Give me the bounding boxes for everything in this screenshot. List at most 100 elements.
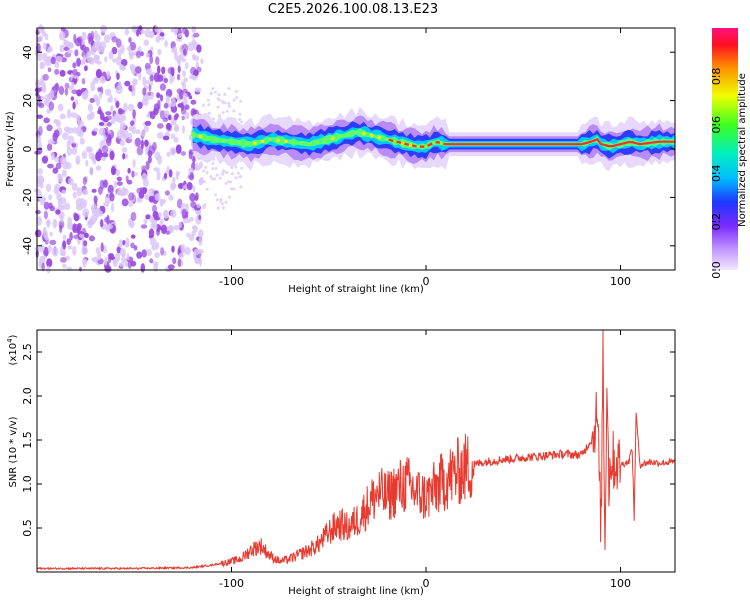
noise-blob [108, 255, 116, 260]
noise-blob [159, 110, 166, 120]
noise-speckle [218, 176, 222, 180]
noise-blob [175, 144, 182, 154]
noise-blob [37, 168, 43, 175]
noise-blob [167, 264, 175, 270]
noise-blob [145, 52, 150, 58]
noise-speckle [234, 165, 238, 169]
noise-blob [49, 231, 53, 237]
noise-blob [88, 50, 92, 57]
noise-blob [185, 203, 189, 212]
noise-speckle [224, 200, 228, 204]
noise-blob [74, 98, 79, 106]
noise-blob [148, 31, 155, 39]
noise-blob [115, 100, 120, 109]
noise-blob [164, 190, 170, 196]
noise-blob [90, 203, 98, 213]
noise-blob [53, 186, 59, 195]
noise-blob [41, 155, 49, 164]
noise-blob [178, 253, 185, 259]
noise-blob [184, 104, 190, 110]
noise-blob [190, 118, 194, 126]
noise-speckle [228, 195, 231, 199]
noise-blob [45, 218, 51, 227]
noise-blob [72, 101, 76, 110]
noise-blob [67, 135, 75, 145]
noise-blob [49, 239, 57, 246]
noise-blob [59, 113, 66, 120]
noise-blob [59, 44, 65, 53]
noise-blob [52, 132, 58, 142]
colorbar-tick-label: 0.6 [710, 116, 723, 134]
ridge-peak [416, 144, 421, 149]
y-tick-label: 2.0 [21, 387, 34, 405]
noise-blob [156, 74, 164, 82]
noise-blob [83, 55, 86, 65]
noise-blob [190, 99, 197, 105]
noise-blob [79, 137, 85, 145]
noise-speckle [225, 171, 229, 175]
noise-blob [39, 183, 44, 189]
noise-blob [130, 211, 137, 222]
noise-blob [71, 183, 78, 192]
noise-blob [46, 258, 53, 268]
noise-blob [159, 83, 166, 91]
noise-blob [180, 203, 187, 208]
y-tick-label: 20 [21, 94, 34, 108]
noise-blob [66, 108, 72, 119]
y-tick-label: 2.5 [21, 343, 34, 361]
noise-blob [98, 210, 104, 217]
noise-blob [130, 234, 136, 239]
noise-blob [97, 109, 103, 115]
noise-speckle [234, 176, 238, 180]
noise-blob [193, 248, 199, 256]
noise-blob [75, 155, 81, 165]
noise-blob [119, 64, 125, 71]
noise-blob [42, 73, 49, 81]
noise-blob [102, 145, 109, 154]
noise-blob [72, 191, 77, 199]
noise-blob [136, 29, 140, 37]
noise-blob [169, 147, 177, 156]
noise-speckle [223, 101, 227, 105]
noise-blob [76, 114, 81, 122]
noise-blob [89, 111, 95, 120]
noise-blob [163, 209, 169, 219]
noise-blob [134, 172, 138, 176]
noise-blob [62, 240, 67, 250]
ridge-peak [206, 136, 210, 141]
noise-blob [113, 180, 117, 189]
noise-blob [144, 194, 151, 200]
noise-blob [146, 68, 153, 76]
noise-blob [140, 224, 148, 229]
x-tick-label: 100 [610, 275, 631, 288]
noise-blob [37, 52, 43, 62]
noise-blob [168, 194, 174, 201]
noise-speckle [230, 172, 234, 176]
noise-blob [95, 165, 102, 171]
noise-blob [43, 117, 50, 124]
noise-blob [70, 96, 75, 101]
noise-blob [73, 215, 80, 221]
noise-speckle [214, 167, 218, 170]
noise-blob [36, 114, 43, 119]
noise-blob [196, 66, 202, 73]
noise-blob [71, 146, 78, 155]
noise-blob [146, 248, 152, 257]
noise-blob [163, 77, 169, 84]
noise-blob [88, 235, 95, 242]
noise-blob [60, 257, 67, 263]
noise-blob [134, 137, 141, 147]
noise-blob [154, 151, 161, 160]
noise-blob [105, 134, 112, 144]
noise-speckle [202, 180, 206, 184]
noise-blob [62, 247, 66, 257]
noise-blob [63, 126, 70, 133]
noise-speckle [215, 198, 219, 202]
noise-blob [46, 143, 53, 151]
noise-blob [149, 74, 154, 83]
noise-blob [194, 87, 202, 93]
heatmap-y-label: Frequency (Hz) [5, 111, 16, 187]
noise-speckle [202, 103, 205, 107]
noise-speckle [205, 187, 209, 191]
noise-blob [166, 151, 171, 157]
